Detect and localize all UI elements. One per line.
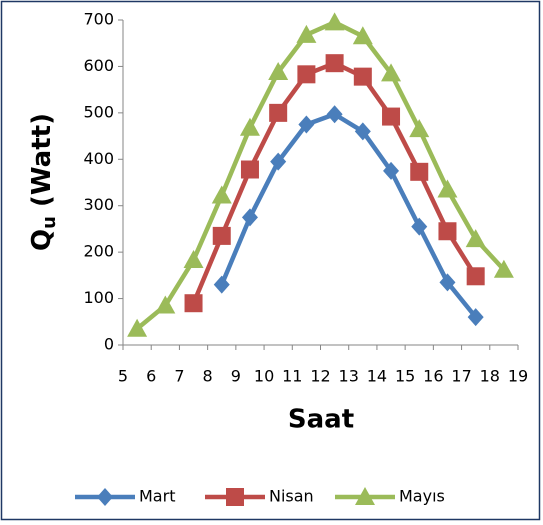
marker: [184, 294, 203, 313]
x-tick-label: 16: [423, 367, 443, 386]
y-label-base: Q: [27, 229, 57, 251]
marker: [324, 12, 345, 31]
marker: [270, 152, 287, 171]
series-line: [135, 20, 506, 331]
y-tick-label: 400: [83, 149, 114, 168]
y-axis-label: Qu (Watt): [27, 113, 61, 251]
marker: [127, 318, 148, 337]
legend-label: Mayıs: [399, 487, 445, 506]
series-line: [219, 112, 478, 319]
marker: [352, 26, 373, 45]
marker: [325, 54, 344, 73]
x-tick-label: 15: [395, 367, 415, 386]
marker: [239, 117, 260, 136]
marker: [326, 105, 343, 124]
marker: [439, 273, 456, 292]
legend-label: Mart: [139, 487, 175, 506]
marker: [465, 229, 486, 248]
y-tick-label: 500: [83, 102, 114, 121]
y-tick-label: 300: [83, 195, 114, 214]
marker: [269, 103, 288, 122]
legend-label: Nisan: [269, 487, 314, 506]
x-tick-label: 5: [118, 367, 128, 386]
x-tick-label: 19: [508, 367, 528, 386]
x-tick-label: 11: [282, 367, 302, 386]
marker: [354, 122, 371, 141]
marker: [410, 162, 429, 181]
x-tick-label: 10: [254, 367, 274, 386]
x-tick-label: 12: [310, 367, 330, 386]
marker: [297, 65, 316, 84]
marker: [226, 488, 244, 506]
x-tick-label: 17: [451, 367, 471, 386]
marker: [437, 179, 458, 198]
y-label-rest: (Watt): [27, 113, 57, 216]
x-tick-label: 13: [339, 367, 359, 386]
marker: [240, 160, 259, 179]
marker: [438, 222, 457, 241]
marker: [493, 259, 514, 278]
marker: [183, 250, 204, 269]
x-axis-label: Saat: [288, 405, 354, 435]
x-tick-label: 14: [367, 367, 387, 386]
y-label-sub: u: [39, 216, 60, 229]
marker: [467, 308, 484, 327]
marker: [296, 24, 317, 43]
marker: [381, 63, 402, 82]
marker: [213, 275, 230, 294]
marker: [97, 488, 113, 506]
x-tick-label: 9: [231, 367, 241, 386]
marker: [355, 487, 375, 505]
marker: [211, 185, 232, 204]
marker: [268, 62, 289, 80]
marker: [382, 107, 401, 126]
marker: [466, 267, 485, 286]
marker: [383, 161, 400, 180]
y-tick-label: 200: [83, 242, 114, 261]
marker: [241, 208, 258, 227]
marker: [409, 119, 430, 138]
marker: [155, 295, 176, 314]
x-tick-label: 8: [203, 367, 213, 386]
x-tick-label: 7: [174, 367, 184, 386]
y-tick-label: 0: [104, 335, 114, 354]
marker: [353, 67, 372, 86]
y-tick-label: 100: [83, 288, 114, 307]
x-tick-label: 6: [146, 367, 156, 386]
marker: [212, 226, 231, 245]
y-tick-label: 600: [83, 56, 114, 75]
marker: [298, 115, 315, 134]
y-tick-label: 700: [83, 10, 114, 29]
marker: [411, 217, 428, 236]
x-tick-label: 18: [480, 367, 500, 386]
